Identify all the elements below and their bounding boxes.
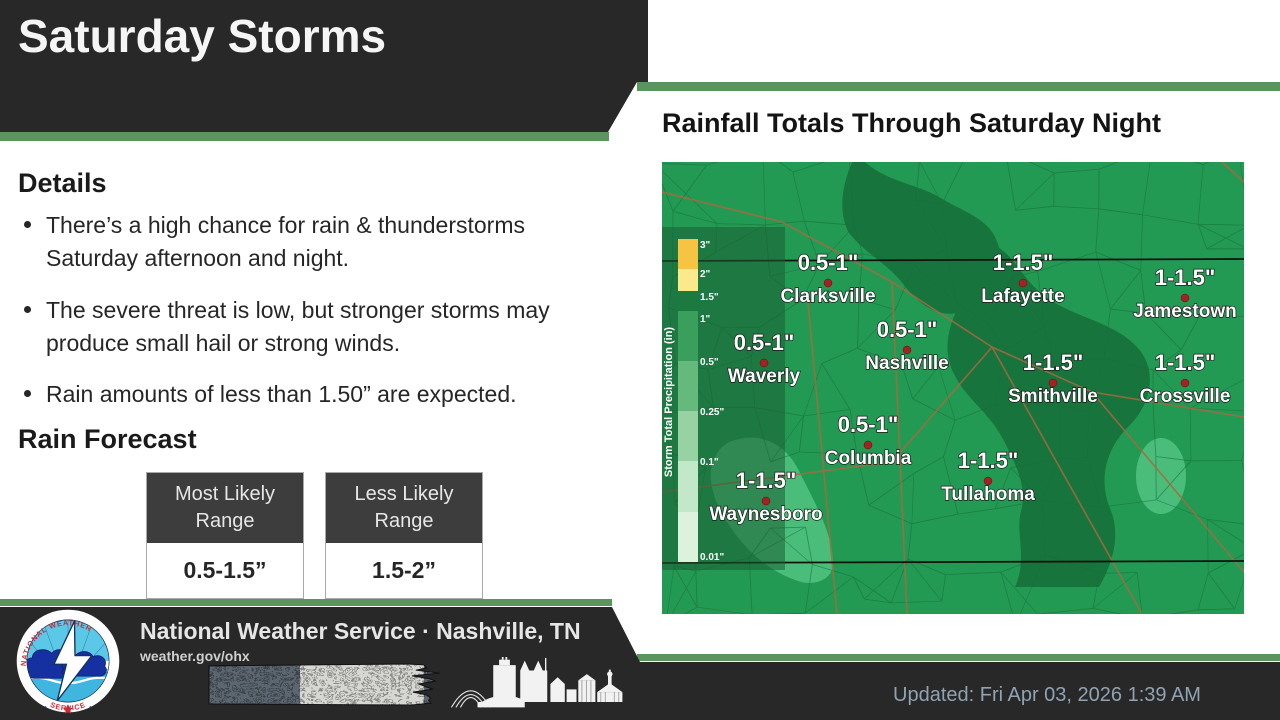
- svg-text:Smithville: Smithville: [1008, 386, 1098, 407]
- svg-text:Clarksville: Clarksville: [780, 286, 875, 307]
- svg-text:Jamestown: Jamestown: [1133, 301, 1236, 322]
- svg-text:1-1.5": 1-1.5": [1155, 265, 1216, 290]
- svg-text:1-1.5": 1-1.5": [1023, 350, 1084, 375]
- svg-text:0.25": 0.25": [700, 407, 724, 418]
- svg-text:0.5-1": 0.5-1": [877, 317, 938, 342]
- svg-text:0.1": 0.1": [700, 457, 719, 468]
- svg-text:2": 2": [700, 269, 711, 280]
- svg-text:1-1.5": 1-1.5": [958, 448, 1019, 473]
- svg-text:1.5": 1.5": [700, 292, 719, 303]
- svg-text:Lafayette: Lafayette: [981, 286, 1064, 307]
- svg-text:1": 1": [700, 314, 711, 325]
- svg-text:1-1.5": 1-1.5": [1155, 350, 1216, 375]
- svg-text:Crossville: Crossville: [1140, 386, 1231, 407]
- svg-text:Nashville: Nashville: [865, 353, 948, 374]
- svg-text:3": 3": [700, 240, 711, 251]
- svg-text:Waverly: Waverly: [728, 366, 801, 387]
- svg-text:0.5-1": 0.5-1": [838, 412, 899, 437]
- svg-text:0.01": 0.01": [700, 552, 724, 563]
- svg-text:0.5": 0.5": [700, 357, 719, 368]
- svg-text:Storm Total Precipitation (in): Storm Total Precipitation (in): [663, 327, 675, 477]
- svg-text:Columbia: Columbia: [825, 448, 912, 469]
- svg-text:0.5-1": 0.5-1": [798, 250, 859, 275]
- svg-text:Tullahoma: Tullahoma: [941, 484, 1035, 505]
- svg-text:1-1.5": 1-1.5": [736, 468, 797, 493]
- svg-text:0.5-1": 0.5-1": [734, 330, 795, 355]
- svg-text:Waynesboro: Waynesboro: [709, 504, 822, 525]
- svg-text:1-1.5": 1-1.5": [993, 250, 1054, 275]
